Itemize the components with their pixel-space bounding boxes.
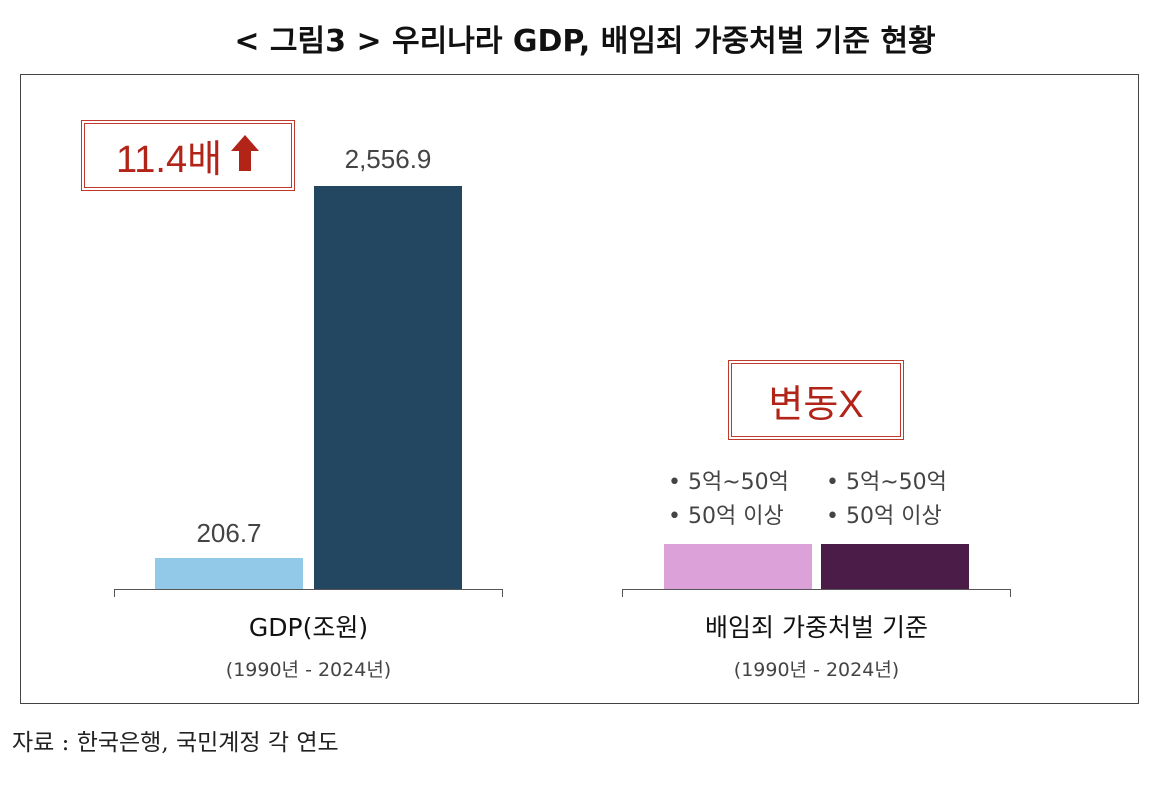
- no-change-callout: 변동X: [728, 360, 904, 440]
- gdp-1990-bar: [155, 558, 303, 589]
- crime-2024-bar: [821, 544, 969, 589]
- gdp-1990-value: 206.7: [196, 518, 262, 548]
- callout-text: 변동X: [768, 383, 864, 426]
- crime-period-label: (1990년 - 2024년): [733, 659, 900, 681]
- criteria-item: 50억 이상: [668, 500, 789, 534]
- gdp-axis: [114, 589, 503, 597]
- up-arrow-icon: [230, 133, 260, 178]
- criteria-item: 50억 이상: [826, 500, 947, 534]
- criteria-item: 5억~50억: [826, 466, 947, 500]
- gdp-2024-bar: [314, 186, 462, 589]
- crime-2024-criteria: 5억~50억 50억 이상: [826, 466, 947, 534]
- criteria-item: 5억~50억: [668, 466, 789, 500]
- gdp-category-label: GDP(조원): [248, 613, 369, 642]
- source-note: 자료 : 한국은행, 국민계정 각 연도: [12, 730, 339, 756]
- gdp-period-label: (1990년 - 2024년): [225, 659, 392, 681]
- crime-1990-bar: [664, 544, 812, 589]
- chart-title: < 그림3 > 우리나라 GDP, 배임죄 가중처벌 기준 현황: [234, 24, 936, 59]
- crime-category-label: 배임죄 가중처벌 기준: [705, 613, 928, 642]
- crime-1990-criteria: 5억~50억 50억 이상: [668, 466, 789, 534]
- gdp-2024-value: 2,556.9: [344, 144, 432, 174]
- crime-axis: [622, 589, 1011, 597]
- gdp-increase-callout: 11.4배: [81, 120, 295, 191]
- callout-text: 11.4배: [115, 139, 223, 181]
